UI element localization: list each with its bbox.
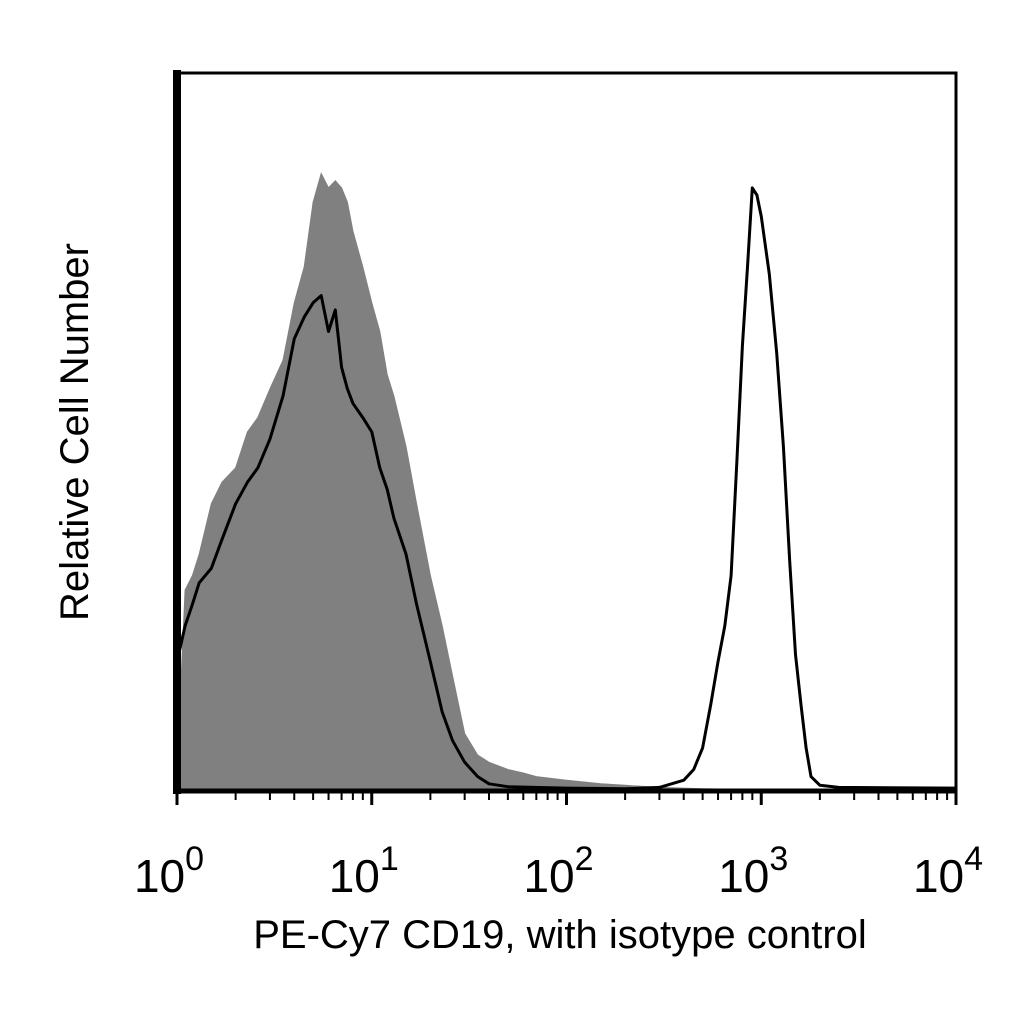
x-tick-label-4: 104 — [913, 840, 983, 902]
tick-layer — [175, 791, 958, 805]
x-tick-label-base: 10 — [718, 850, 769, 902]
x-tick-label-2: 102 — [523, 840, 593, 902]
x-tick-label-1: 101 — [329, 840, 399, 902]
x-tick-label-exponent: 4 — [964, 840, 983, 878]
x-tick-label-exponent: 0 — [185, 840, 204, 878]
series-0-isotype-area — [176, 172, 957, 792]
x-tick-label-3: 103 — [718, 840, 788, 902]
x-tick-label-0: 100 — [134, 840, 204, 902]
x-tick-label-exponent: 1 — [380, 840, 399, 878]
x-tick-label-base: 10 — [913, 850, 964, 902]
x-tick-label-base: 10 — [329, 850, 380, 902]
x-tick-label-base: 10 — [523, 850, 574, 902]
x-tick-label-exponent: 3 — [769, 840, 788, 878]
x-tick-label-exponent: 2 — [575, 840, 594, 878]
x-axis-label: PE-Cy7 CD19, with isotype control — [253, 913, 867, 957]
y-axis-label: Relative Cell Number — [53, 243, 97, 621]
tick-label-layer: 100 101 102 103 104 — [134, 840, 983, 902]
series-1-stained-outline — [175, 186, 957, 791]
x-tick-label-base: 10 — [134, 850, 185, 902]
plot-layer — [175, 172, 957, 792]
